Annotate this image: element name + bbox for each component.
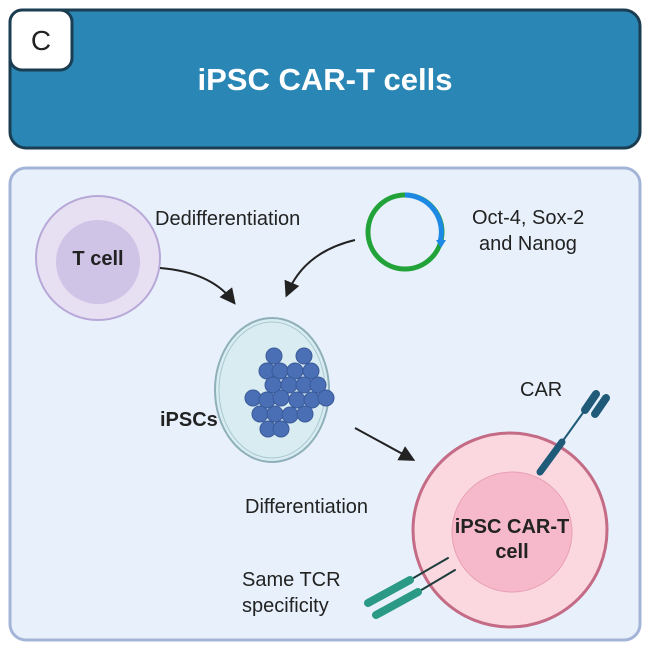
car-t-label-line1: iPSC CAR-T bbox=[454, 516, 570, 538]
tcr-receptor-icon bbox=[364, 557, 456, 619]
header-banner bbox=[8, 8, 642, 150]
factors-label-line2: and Nanog bbox=[479, 233, 577, 255]
panel-label: C bbox=[30, 25, 52, 56]
t-cell-nucleus bbox=[56, 220, 140, 304]
panel-label-box bbox=[8, 8, 74, 72]
ipsc-colony bbox=[244, 347, 335, 438]
car-label: CAR bbox=[520, 379, 563, 401]
car-t-cell-nucleus bbox=[451, 471, 573, 593]
t-cell-label: T cell bbox=[72, 248, 124, 270]
car-receptor-icon bbox=[536, 390, 610, 476]
arrow-tcell-to-ipsc bbox=[159, 267, 236, 305]
differentiation-label: Differentiation bbox=[245, 496, 369, 518]
tcr-label-line2: specificity bbox=[242, 595, 329, 617]
factors-label-line1: Oct-4, Sox-2 bbox=[472, 207, 585, 229]
arrow-plasmid-to-ipsc bbox=[284, 239, 356, 298]
dedifferentiation-label: Dedifferentiation bbox=[155, 208, 301, 230]
plasmid-gene-insert bbox=[404, 192, 444, 243]
tcr-label-line1: Same TCR bbox=[242, 569, 341, 591]
ipscs-label: iPSCs bbox=[160, 409, 218, 431]
arrow-ipsc-to-cart bbox=[354, 427, 416, 461]
page-title: iPSC CAR-T cells bbox=[197, 62, 453, 97]
car-t-label-line2: cell bbox=[495, 541, 529, 563]
